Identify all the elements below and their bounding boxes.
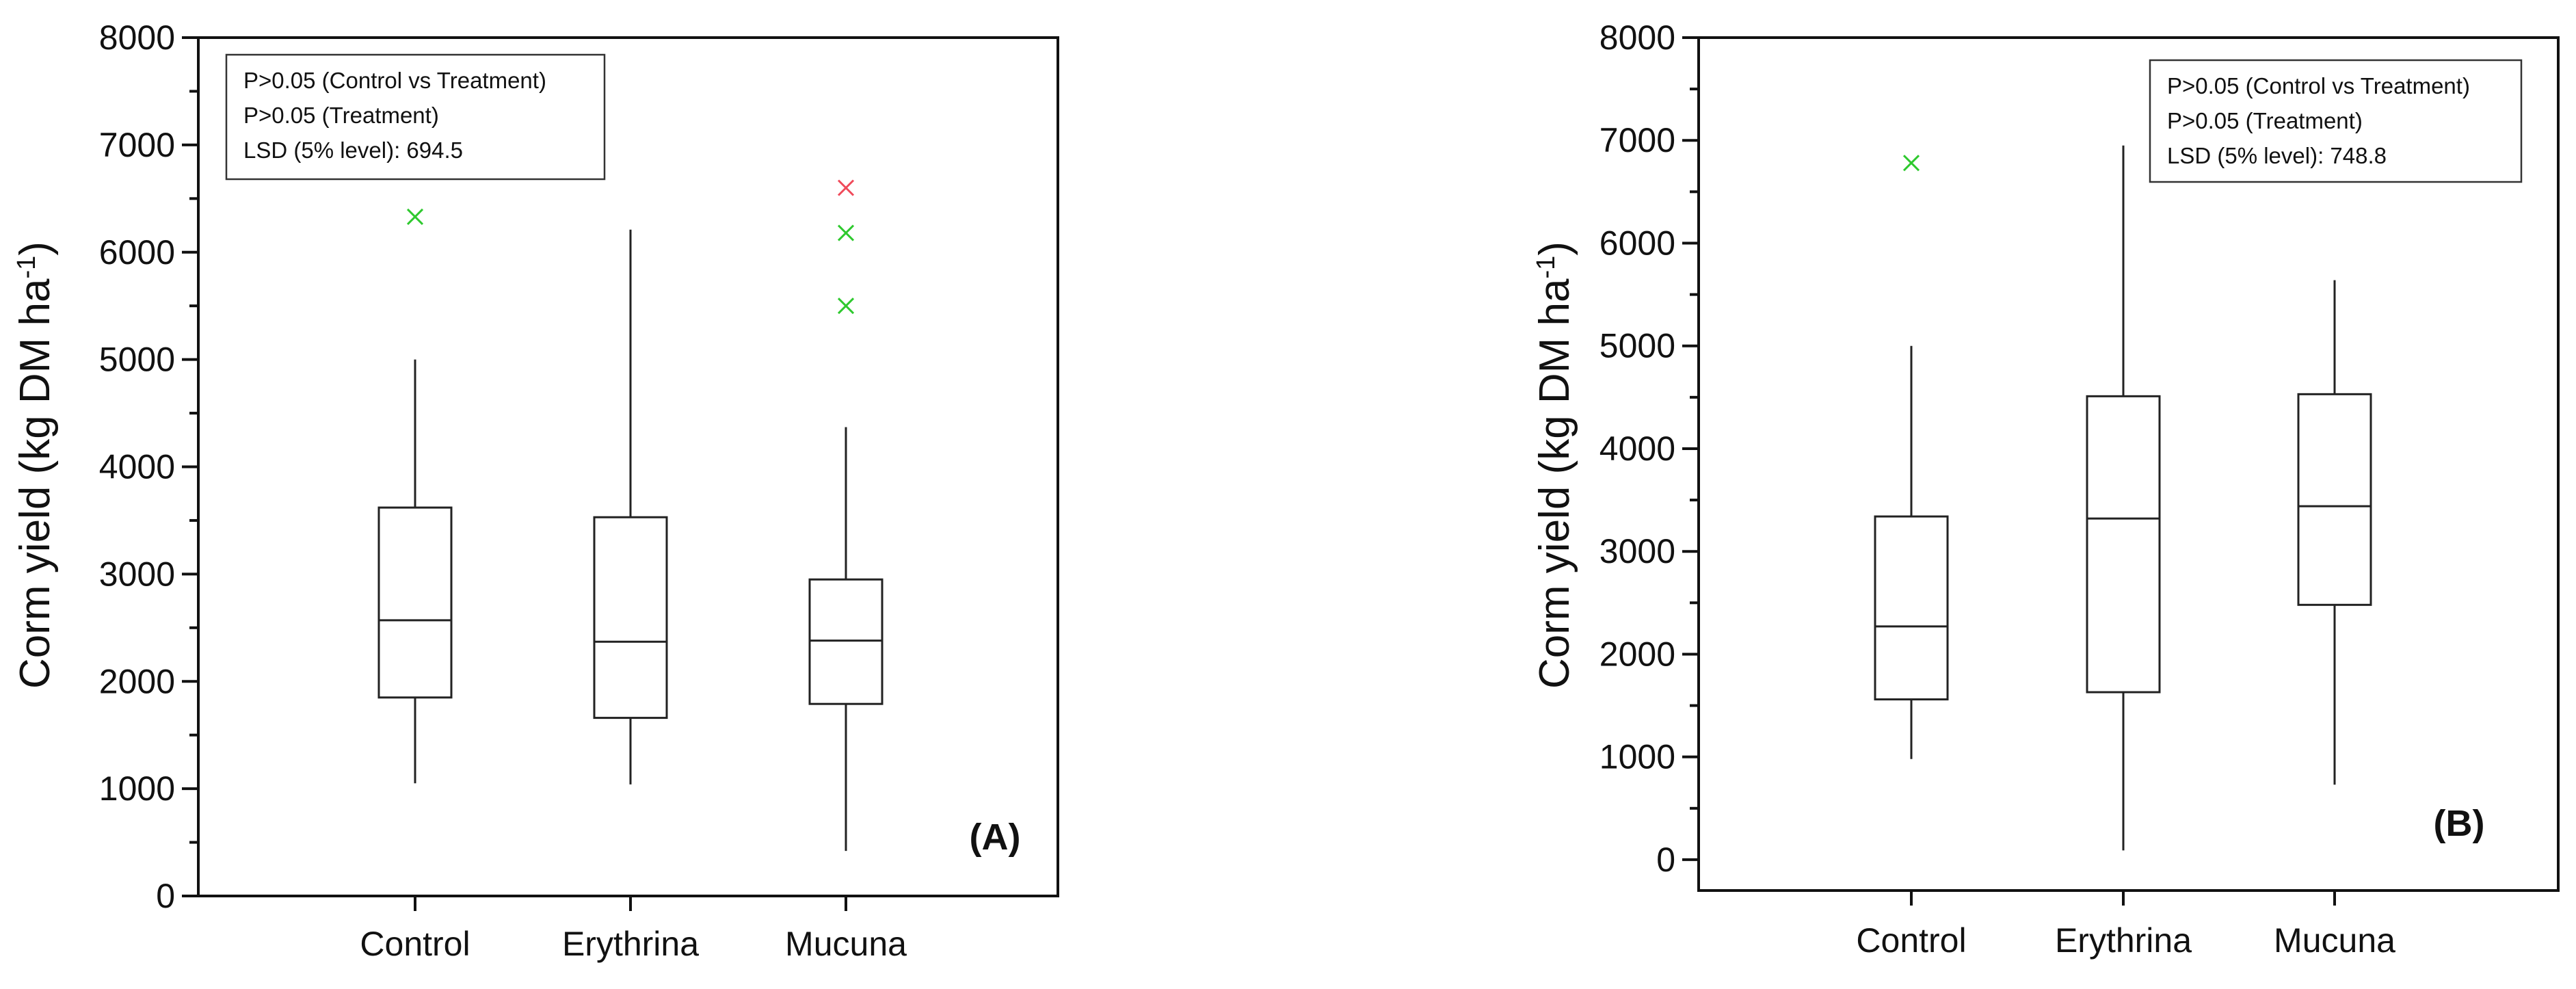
box-mucuna: [808, 179, 884, 852]
outlier-stroke: [406, 208, 424, 226]
annotation-frame: [2149, 59, 2523, 183]
y-tick-label: 1000: [99, 769, 175, 808]
annotation-box: P>0.05 (Control vs Treatment) P>0.05 (Tre…: [225, 53, 606, 181]
box-erythrina: [593, 229, 668, 784]
annotation-frame: [225, 53, 606, 181]
outlier-marker: [837, 179, 855, 196]
box-erythrina: [2086, 145, 2161, 851]
y-tick-label: 0: [156, 877, 175, 915]
y-tick-label: 2000: [1599, 635, 1675, 673]
y-tick-label: 2000: [99, 662, 175, 700]
y-tick-label: 8000: [1599, 18, 1675, 57]
box-iqr: [593, 516, 668, 720]
box-iqr: [2086, 395, 2161, 694]
box-mucuna: [2297, 280, 2372, 785]
y-tick-label: 7000: [1599, 121, 1675, 159]
y-tick-label: 5000: [1599, 327, 1675, 365]
annotation-line: P>0.05 (Treatment): [243, 103, 439, 128]
x-category-label: Erythrina: [2055, 921, 2192, 960]
annotation-line: P>0.05 (Treatment): [2167, 108, 2363, 133]
annotation-line: LSD (5% level): 694.5: [243, 137, 463, 163]
y-tick-label: 3000: [1599, 532, 1675, 570]
box-iqr: [2297, 393, 2372, 606]
box-control: [377, 208, 453, 784]
y-tick-label: 4000: [99, 448, 175, 486]
y-tick-label: 8000: [99, 18, 175, 57]
annotation-line: LSD (5% level): 748.8: [2167, 143, 2387, 168]
box-iqr: [1874, 515, 1949, 701]
x-category-label: Control: [1856, 921, 1966, 960]
outlier-marker: [837, 298, 855, 315]
outlier-stroke: [1902, 155, 1920, 172]
y-axis-title: Corm yield (kg DM ha-1): [12, 241, 59, 689]
y-tick-label: 6000: [99, 233, 175, 272]
annotation-line: P>0.05 (Control vs Treatment): [243, 68, 546, 93]
y-tick-label: 6000: [1599, 224, 1675, 262]
plot-frame: [1697, 36, 2560, 892]
box-iqr: [808, 578, 884, 705]
y-tick-label: 0: [1656, 841, 1675, 879]
x-category-label: Mucuna: [2274, 921, 2395, 960]
y-tick-label: 5000: [99, 341, 175, 379]
y-tick-label: 7000: [99, 126, 175, 164]
x-category-label: Erythrina: [562, 925, 699, 963]
y-axis-title: Corm yield (kg DM ha-1): [1531, 241, 1578, 689]
outlier-stroke: [837, 224, 855, 241]
y-tick-label: 1000: [1599, 738, 1675, 776]
y-tick-label: 3000: [99, 555, 175, 593]
x-category-label: Control: [360, 925, 470, 963]
panel-label: (B): [2434, 803, 2485, 844]
annotation-line: P>0.05 (Control vs Treatment): [2167, 73, 2470, 98]
box-iqr: [377, 506, 453, 699]
outlier-marker: [837, 224, 855, 241]
panel-label: (A): [970, 817, 1021, 858]
y-tick-label: 4000: [1599, 430, 1675, 468]
panel-b-chart: 0 1000 2000 3000 4000 5000 6000 7000 8000 Control…: [1531, 18, 2560, 960]
outlier-marker: [1902, 155, 1920, 172]
panel-a-chart: 0 1000 2000 3000 4000 5000 6000 7000 8000 Control…: [12, 18, 1059, 963]
outlier-stroke: [837, 179, 855, 196]
box-control: [1874, 155, 1949, 759]
x-category-label: Mucuna: [785, 925, 907, 963]
outlier-stroke: [837, 298, 855, 315]
annotation-box: P>0.05 (Control vs Treatment) P>0.05 (Tre…: [2149, 59, 2523, 183]
outlier-marker: [406, 208, 424, 226]
